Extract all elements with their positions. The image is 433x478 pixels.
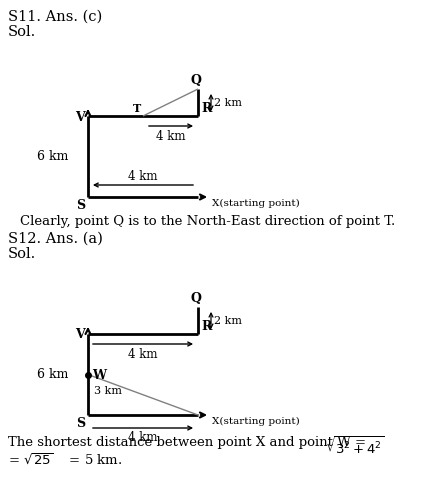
Text: 4 km: 4 km xyxy=(128,170,158,183)
Text: $\sqrt{3^2 + 4^2}$: $\sqrt{3^2 + 4^2}$ xyxy=(325,436,385,457)
Text: R: R xyxy=(201,320,211,333)
Text: S11. Ans. (c): S11. Ans. (c) xyxy=(8,10,102,24)
Text: V: V xyxy=(75,110,85,123)
Text: X(starting point): X(starting point) xyxy=(212,199,300,208)
Text: W: W xyxy=(92,369,106,382)
Text: = $\sqrt{25}$    = 5 km.: = $\sqrt{25}$ = 5 km. xyxy=(8,453,122,468)
Text: 6 km: 6 km xyxy=(37,368,68,381)
Text: 6 km: 6 km xyxy=(37,150,68,163)
Text: 4 km: 4 km xyxy=(156,130,185,143)
Text: 4 km: 4 km xyxy=(128,348,158,361)
Text: 3 km: 3 km xyxy=(94,387,122,396)
Text: S: S xyxy=(76,199,85,212)
Text: Q: Q xyxy=(191,292,201,305)
Text: S12. Ans. (a): S12. Ans. (a) xyxy=(8,232,103,246)
Text: R: R xyxy=(201,102,211,115)
Text: S: S xyxy=(76,417,85,430)
Text: V: V xyxy=(75,328,85,341)
Text: 2 km: 2 km xyxy=(214,315,242,326)
Text: Q: Q xyxy=(191,74,201,87)
Text: The shortest distance between point X and point W =: The shortest distance between point X an… xyxy=(8,436,370,449)
Text: X(starting point): X(starting point) xyxy=(212,417,300,426)
Text: 2 km: 2 km xyxy=(214,98,242,108)
Text: Sol.: Sol. xyxy=(8,247,36,261)
Text: Sol.: Sol. xyxy=(8,25,36,39)
Text: T: T xyxy=(133,103,141,114)
Text: Clearly, point Q is to the North-East direction of point T.: Clearly, point Q is to the North-East di… xyxy=(20,215,395,228)
Text: 4 km: 4 km xyxy=(128,431,158,444)
